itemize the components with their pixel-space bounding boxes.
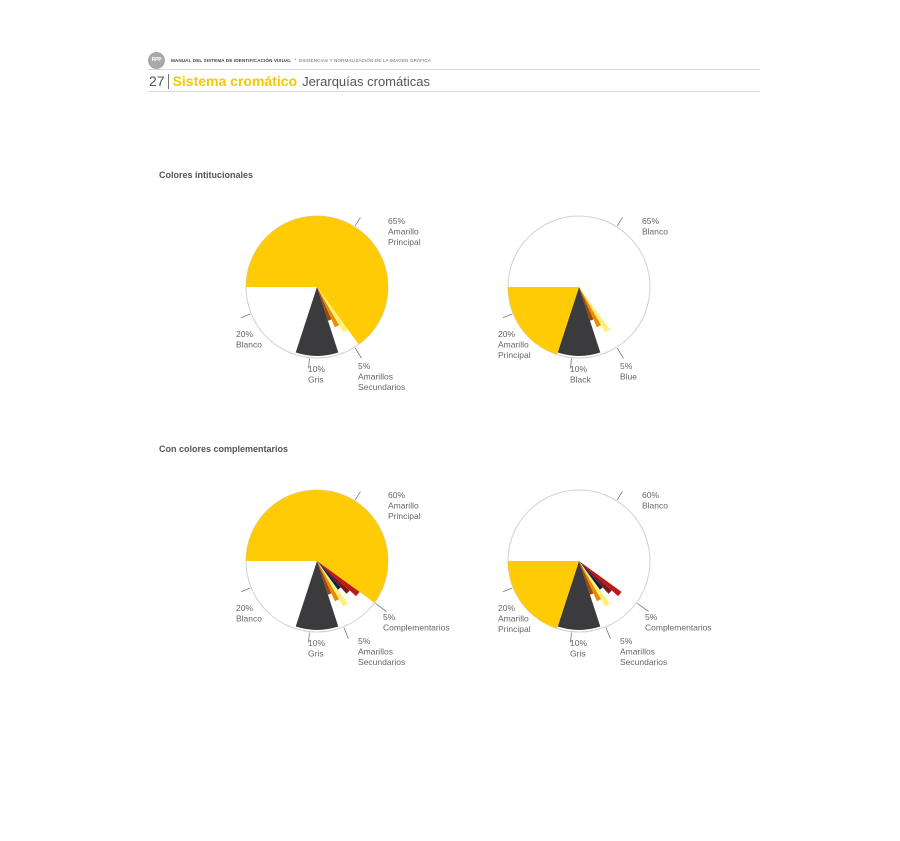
leader-line bbox=[354, 347, 362, 359]
slice-label-complementarios: 5% Complementarios bbox=[383, 612, 450, 633]
pie-slice-complementarios-part-3 bbox=[579, 561, 603, 590]
manual-header: RPP MANUAL DEL SISTEMA DE IDENTIFICACIÓN… bbox=[148, 50, 760, 70]
page-number: 27 bbox=[149, 73, 165, 89]
group-heading-institutional: Colores intitucionales bbox=[159, 170, 254, 180]
leader-line bbox=[354, 217, 361, 227]
pie-slice-amarillo-principal bbox=[508, 287, 579, 355]
pie-slice-complementarios-part-1 bbox=[317, 561, 360, 597]
leader-line bbox=[616, 347, 624, 359]
header-divider-top bbox=[148, 69, 760, 70]
leader-line bbox=[308, 632, 310, 643]
slice-label-complementarios: 5% Complementarios bbox=[645, 612, 712, 633]
pie-slice-amarillos-secundarios-part-2 bbox=[317, 561, 340, 602]
pie-slice-amarillo-principal bbox=[508, 561, 579, 629]
section-subtitle: Jerarquías cromáticas bbox=[302, 73, 430, 89]
leader-line bbox=[616, 217, 623, 227]
slice-label-amarillos-secundarios: 5% Amarillos Secundarios bbox=[620, 636, 667, 667]
pie-chart-3: 60% Amarillo Principal 5% Complementarios 5% A… bbox=[236, 489, 450, 667]
group-heading-complementary: Con colores complementarios bbox=[159, 444, 289, 454]
pie-slice-amarillos-secundarios-part-3 bbox=[579, 561, 594, 595]
leader-line bbox=[343, 627, 349, 640]
pie-chart-1: 65% Amarillo Principal 5% Amarillos Secundari… bbox=[236, 215, 421, 392]
section-title: Sistema cromático bbox=[172, 73, 298, 89]
pie-slice-gris bbox=[295, 287, 339, 356]
manual-subtitle: EXIGENCIAS Y NORMALIZACIÓN DE LA IMAGEN … bbox=[299, 57, 432, 63]
brand-logo: RPP bbox=[148, 51, 165, 69]
pie-slice-amarillo-principal bbox=[246, 489, 389, 603]
pie-slice-amarillos-secundarios-part-1 bbox=[317, 287, 348, 333]
pie-slice-blue-part-2 bbox=[579, 287, 602, 328]
slice-label-amarillos-secundarios: 5% Amarillos Secundarios bbox=[358, 636, 405, 667]
page-title-row: 27 Sistema cromático Jerarquías cromátic… bbox=[149, 71, 430, 91]
pie-slice-blue-part-1 bbox=[579, 287, 610, 333]
pie-slice-amarillos-secundarios-part-1 bbox=[579, 561, 610, 607]
pie-chart-2: 65% Blanco 5% Blue 10% Black 20% Amarillo Princi… bbox=[498, 215, 668, 385]
slice-label-amarillo-principal: 20% Amarillo Principal bbox=[498, 603, 531, 634]
pie-slice-amarillos-secundarios-part-1 bbox=[317, 561, 348, 607]
slice-label-amarillo-principal: 60% Amarillo Principal bbox=[388, 490, 421, 521]
leader-line bbox=[637, 602, 649, 612]
slice-label-amarillos-secundarios: 5% Amarillos Secundarios bbox=[358, 361, 405, 392]
pie-slice-blue-part-3 bbox=[579, 287, 594, 321]
slice-label-gris: 10% Gris bbox=[570, 638, 587, 659]
leader-line bbox=[354, 491, 361, 501]
slice-label-amarillo-principal: 20% Amarillo Principal bbox=[498, 329, 531, 360]
slice-label-blanco: 65% Blanco bbox=[642, 216, 668, 237]
pie-slice-gris bbox=[295, 561, 339, 630]
pie-slice-complementarios-part-3 bbox=[317, 561, 341, 590]
leader-line bbox=[616, 491, 623, 501]
slice-label-blanco: 60% Blanco bbox=[642, 490, 668, 511]
leader-line bbox=[240, 313, 251, 319]
pie-slice-amarillos-secundarios-part-3 bbox=[317, 561, 332, 595]
title-divider bbox=[167, 73, 169, 89]
pie-slice-amarillo-principal bbox=[246, 216, 388, 345]
pie-slice-amarillos-secundarios-part-3 bbox=[317, 287, 332, 321]
slice-label-black: 10% Black bbox=[570, 364, 592, 385]
pie-slice-complementarios-part-2 bbox=[579, 561, 612, 594]
header-divider-bottom bbox=[148, 91, 760, 92]
slice-label-blanco: 20% Blanco bbox=[236, 603, 262, 624]
pie-slice-complementarios-part-1 bbox=[579, 561, 622, 597]
slice-label-blue: 5% Blue bbox=[620, 361, 637, 382]
leader-line bbox=[502, 587, 513, 593]
pie-slice-amarillos-secundarios-part-2 bbox=[579, 561, 602, 602]
pie-slice-black bbox=[557, 287, 601, 356]
leader-line bbox=[240, 587, 251, 593]
leader-line bbox=[502, 313, 513, 319]
leader-line bbox=[570, 632, 572, 643]
manual-title: MANUAL DEL SISTEMA DE IDENTIFICACIÓN VIS… bbox=[171, 57, 292, 63]
slice-label-amarillo-principal: 65% Amarillo Principal bbox=[388, 216, 421, 247]
leader-line bbox=[375, 602, 387, 612]
leader-line bbox=[570, 358, 572, 369]
leader-line bbox=[308, 358, 310, 369]
pie-chart-4: 60% Blanco 5% Complementarios 5% Amarillos Sec… bbox=[498, 489, 712, 667]
slice-label-blanco: 20% Blanco bbox=[236, 329, 262, 350]
slice-label-gris: 10% Gris bbox=[308, 364, 325, 385]
manual-separator: • bbox=[294, 57, 297, 63]
leader-line bbox=[605, 627, 611, 640]
pie-slice-gris bbox=[557, 561, 601, 630]
slice-label-gris: 10% Gris bbox=[308, 638, 325, 659]
pie-slice-complementarios-part-2 bbox=[317, 561, 350, 594]
pie-slice-amarillos-secundarios-part-2 bbox=[317, 287, 340, 328]
